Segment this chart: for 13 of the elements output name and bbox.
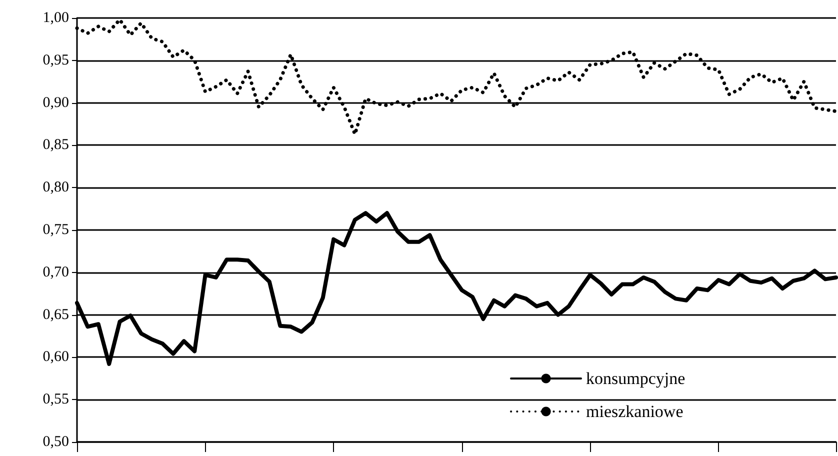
y-tick-label: 0,85 — [42, 137, 69, 154]
legend-label: mieszkaniowe — [586, 402, 684, 421]
y-tick-label: 0,95 — [42, 52, 69, 68]
y-tick-label: 0,65 — [42, 306, 69, 323]
y-tick-label: 0,60 — [42, 349, 69, 366]
y-tick-label: 0,70 — [42, 264, 69, 280]
y-tick-label: 0,55 — [42, 392, 69, 408]
y-tick-label: 0,90 — [42, 94, 69, 111]
y-tick-label: 1,00 — [42, 10, 69, 26]
y-tick-label: 0,50 — [42, 434, 69, 450]
legend-label: konsumpcyjne — [586, 369, 686, 388]
y-tick-label: 0,75 — [42, 222, 69, 238]
y-tick-label: 0,80 — [42, 180, 69, 196]
